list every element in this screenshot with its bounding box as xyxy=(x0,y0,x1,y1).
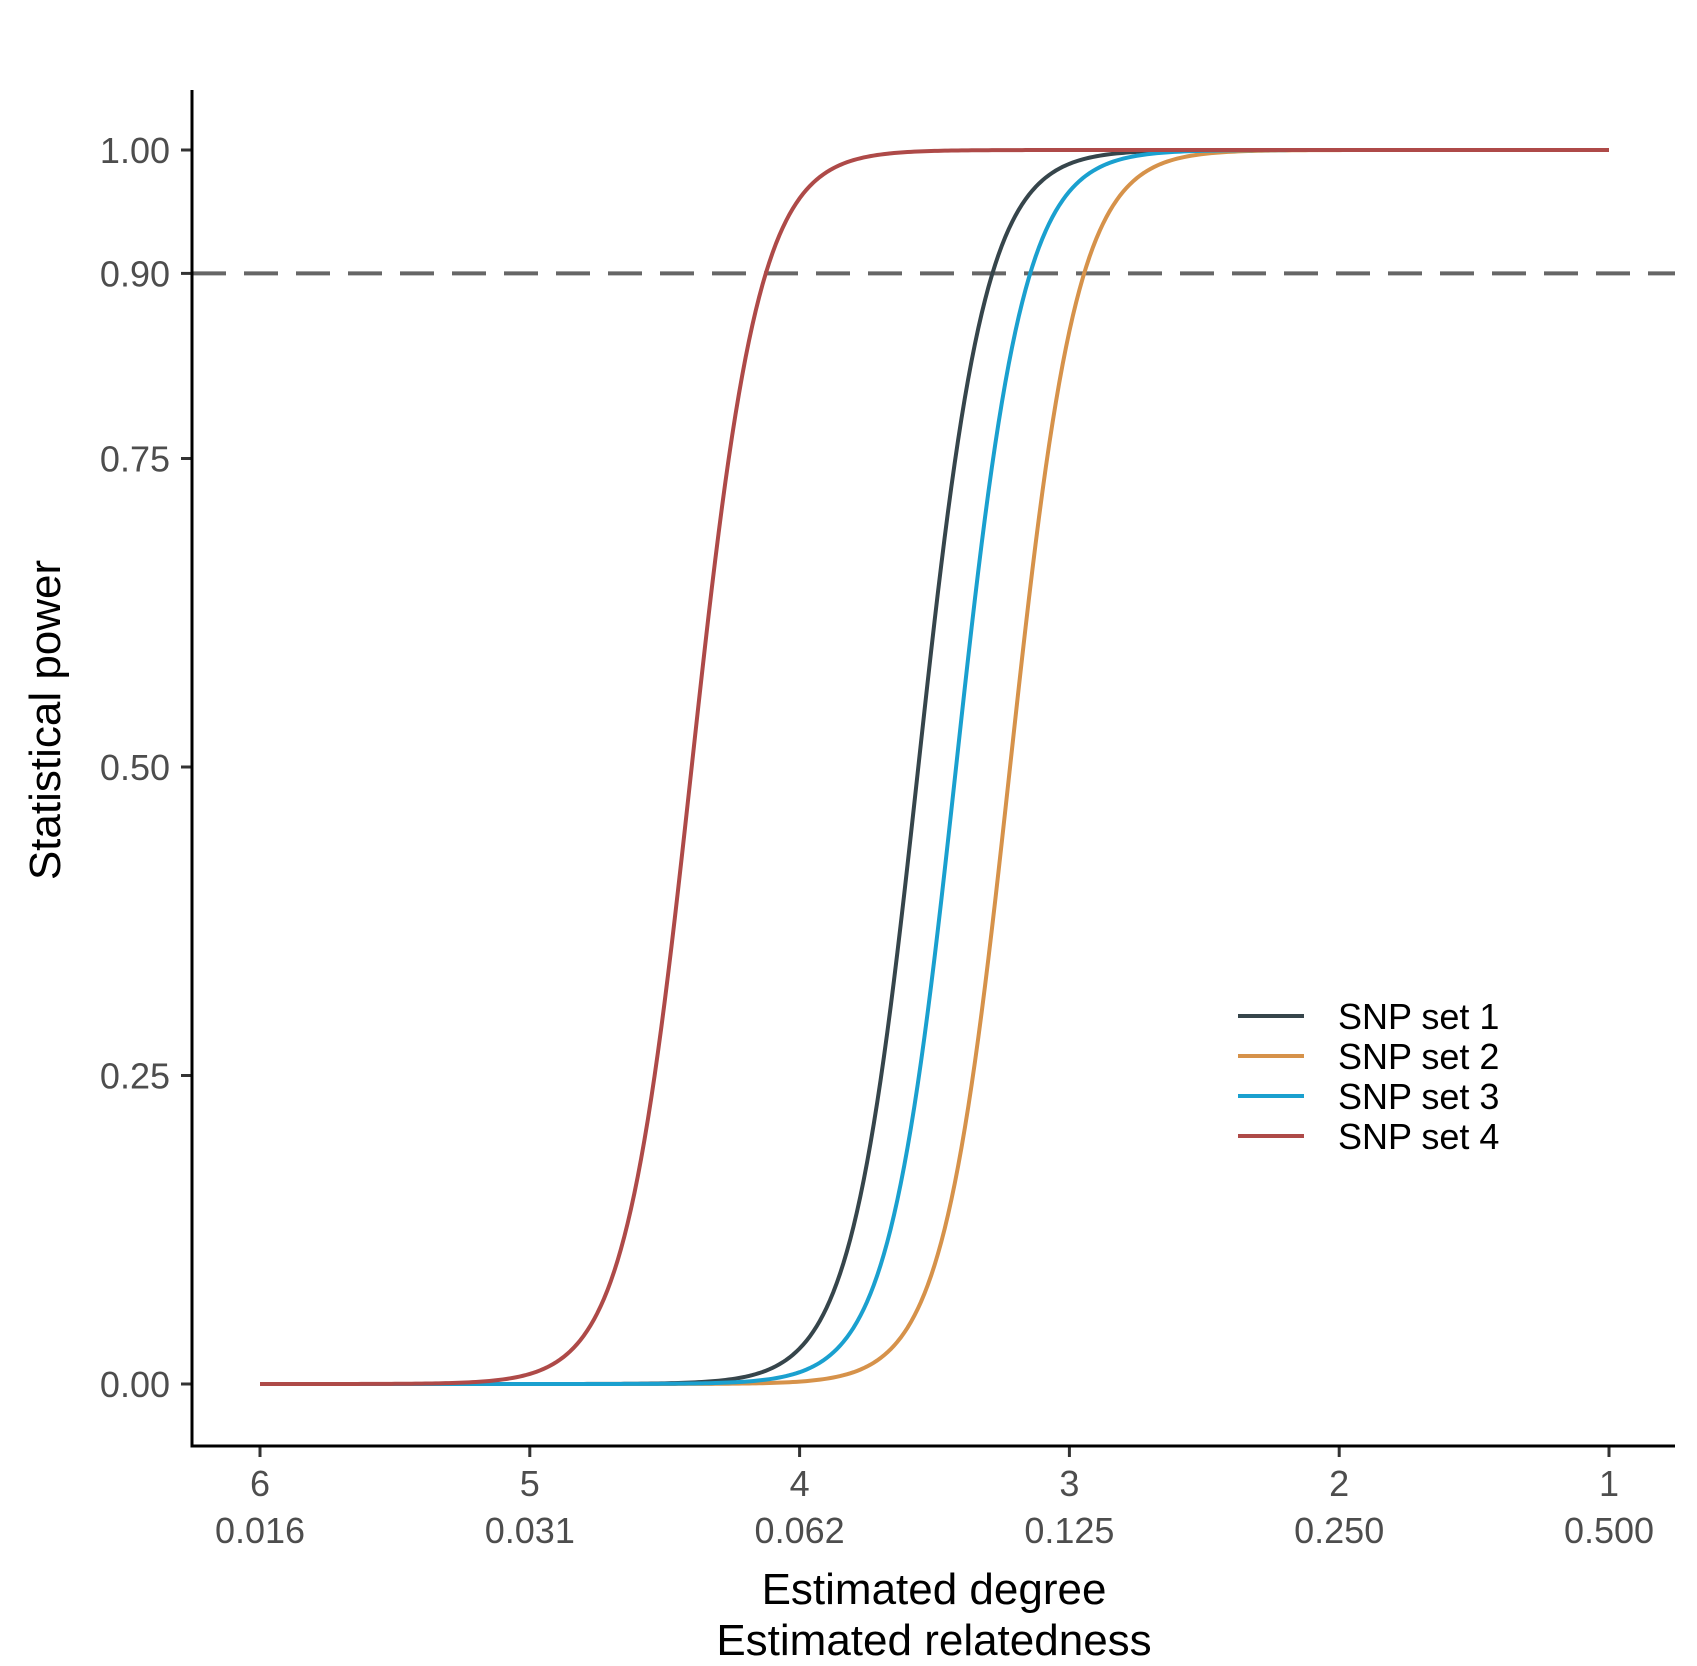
x-tick-label-relatedness: 0.125 xyxy=(1024,1510,1114,1551)
x-tick-label-relatedness: 0.016 xyxy=(215,1510,305,1551)
y-tick-label: 0.25 xyxy=(100,1056,170,1097)
y-tick-label: 0.00 xyxy=(100,1364,170,1405)
series-line-snp-set-3 xyxy=(260,148,1609,1386)
x-tick-label-relatedness: 0.031 xyxy=(485,1510,575,1551)
x-axis-title-degree: Estimated degree xyxy=(762,1565,1107,1614)
legend-label: SNP set 3 xyxy=(1338,1076,1499,1117)
legend-label: SNP set 2 xyxy=(1338,1036,1499,1077)
y-tick-label: 0.90 xyxy=(100,253,170,294)
y-tick-label: 1.00 xyxy=(100,130,170,171)
x-axis-title-relatedness: Estimated relatedness xyxy=(716,1616,1151,1665)
series-lines xyxy=(260,148,1609,1386)
series-line-snp-set-4 xyxy=(260,148,1609,1386)
y-axis-title: Statistical power xyxy=(21,560,70,880)
x-tick-label-degree: 4 xyxy=(790,1463,810,1504)
x-axis-ticks: 6 0.016 5 0.031 4 0.062 3 0.125 2 0.250 1 0.500 xyxy=(215,1446,1654,1551)
x-tick-label-relatedness: 0.062 xyxy=(755,1510,845,1551)
x-tick-label-degree: 2 xyxy=(1329,1463,1349,1504)
legend-label: SNP set 1 xyxy=(1338,996,1499,1037)
y-axis-ticks: 0.00 0.25 0.50 0.75 0.90 1.00 xyxy=(100,130,192,1405)
legend-label: SNP set 4 xyxy=(1338,1116,1499,1157)
x-tick-label-degree: 3 xyxy=(1059,1463,1079,1504)
x-tick-label-relatedness: 0.250 xyxy=(1294,1510,1384,1551)
x-tick-label-degree: 1 xyxy=(1599,1463,1619,1504)
series-line-snp-set-1 xyxy=(260,148,1609,1386)
y-tick-label: 0.50 xyxy=(100,747,170,788)
y-tick-label: 0.75 xyxy=(100,439,170,480)
x-tick-label-degree: 6 xyxy=(250,1463,270,1504)
x-tick-label-degree: 5 xyxy=(520,1463,540,1504)
x-tick-label-relatedness: 0.500 xyxy=(1564,1510,1654,1551)
series-line-snp-set-2 xyxy=(260,148,1609,1386)
